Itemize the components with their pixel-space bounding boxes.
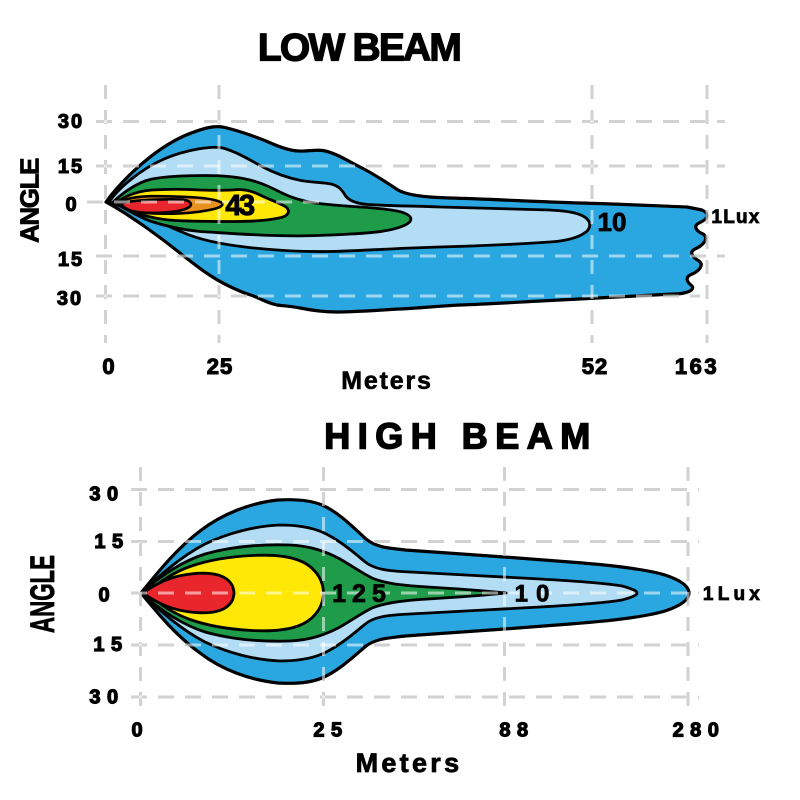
svg-text:30: 30 bbox=[58, 111, 84, 133]
svg-text:125: 125 bbox=[332, 580, 392, 608]
svg-text:0: 0 bbox=[131, 720, 142, 742]
svg-text:1Lux: 1Lux bbox=[711, 207, 760, 228]
svg-text:ANGLE: ANGLE bbox=[24, 555, 62, 633]
svg-text:0: 0 bbox=[102, 354, 115, 379]
svg-text:25: 25 bbox=[207, 354, 233, 379]
svg-text:88: 88 bbox=[499, 720, 534, 742]
svg-text:30: 30 bbox=[89, 687, 124, 709]
svg-text:280: 280 bbox=[673, 720, 726, 742]
svg-text:10: 10 bbox=[515, 581, 558, 608]
svg-text:15: 15 bbox=[93, 634, 128, 656]
svg-text:30: 30 bbox=[57, 288, 83, 310]
svg-text:1Lux: 1Lux bbox=[703, 584, 764, 605]
svg-text:0: 0 bbox=[65, 194, 78, 216]
svg-text:HIGH BEAM: HIGH BEAM bbox=[324, 416, 598, 457]
svg-text:Meters: Meters bbox=[356, 748, 463, 778]
svg-text:10: 10 bbox=[598, 207, 627, 237]
svg-text:25: 25 bbox=[313, 720, 348, 742]
svg-text:LOW BEAM: LOW BEAM bbox=[258, 27, 460, 70]
svg-text:30: 30 bbox=[89, 484, 124, 506]
svg-text:0: 0 bbox=[98, 585, 109, 607]
svg-text:43: 43 bbox=[225, 190, 255, 222]
svg-text:Meters: Meters bbox=[341, 367, 432, 395]
svg-text:15: 15 bbox=[94, 531, 129, 553]
svg-text:15: 15 bbox=[58, 249, 84, 271]
svg-text:ANGLE: ANGLE bbox=[15, 158, 45, 243]
svg-text:163: 163 bbox=[675, 354, 719, 379]
svg-text:52: 52 bbox=[582, 354, 608, 379]
svg-text:15: 15 bbox=[58, 156, 84, 178]
